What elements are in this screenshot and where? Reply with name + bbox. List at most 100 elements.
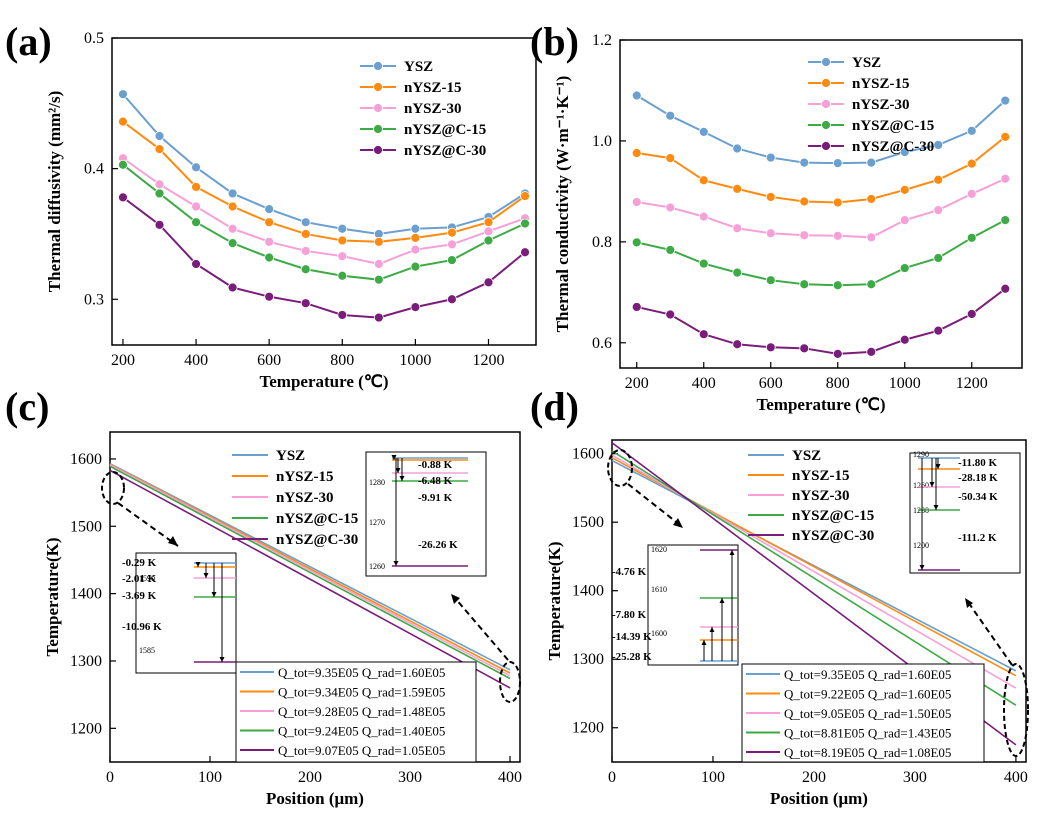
y-axis-label: Thermal diffusivity (mm²/s) xyxy=(45,91,64,293)
arrow-head xyxy=(399,476,405,481)
y-tick-label: 1600 xyxy=(572,446,604,463)
series-line-nYSZ@C-15 xyxy=(109,465,511,680)
inset-delta-label: -10.96 K xyxy=(122,621,162,633)
x-tick-label: 300 xyxy=(398,769,422,786)
annotation-text: Q_tot=9.34E05 Q_rad=1.59E05 xyxy=(278,685,445,700)
legend-marker xyxy=(373,103,383,113)
data-point xyxy=(154,188,165,199)
series-line-YSZ xyxy=(109,462,511,671)
arrow-head xyxy=(395,468,401,473)
zoom-ellipse-right xyxy=(1003,663,1029,757)
y-tick-label: 1500 xyxy=(572,514,604,531)
y-tick-label: 1500 xyxy=(70,518,102,535)
zoom-ellipse-left xyxy=(101,471,125,505)
data-point xyxy=(799,279,810,290)
data-point xyxy=(154,179,165,190)
x-axis-label: Temperature (℃) xyxy=(259,372,388,391)
annotation-text: Q_tot=9.05E05 Q_rad=1.50E05 xyxy=(784,706,951,721)
inset-tick-label: 1260 xyxy=(913,481,929,490)
data-point xyxy=(227,188,238,199)
annotation-text: Q_tot=9.22E05 Q_rad=1.60E05 xyxy=(784,687,951,702)
x-tick-label: 400 xyxy=(1004,769,1028,786)
series-line-nYSZ@C-30 xyxy=(109,469,511,689)
data-point xyxy=(732,267,743,278)
legend-label: nYSZ-15 xyxy=(404,80,462,96)
data-point xyxy=(966,125,977,136)
inset-frame xyxy=(647,544,739,666)
data-point xyxy=(732,339,743,350)
x-tick-label: 200 xyxy=(111,352,135,369)
inset-left: 1620 1610 1600 -25.28 K -14.39 K -7.80 K -4.76… xyxy=(612,544,739,666)
data-point xyxy=(483,226,494,237)
x-axis-label: Position (μm) xyxy=(266,789,364,808)
inset-delta-label: -4.76 K xyxy=(612,566,647,578)
data-point xyxy=(899,263,910,273)
data-point xyxy=(191,201,201,212)
arrow-head xyxy=(729,550,735,555)
inset-delta-label: -28.18 K xyxy=(958,472,998,484)
data-point xyxy=(832,348,843,359)
legend-label: nYSZ-30 xyxy=(852,97,910,113)
legend-marker xyxy=(821,141,831,151)
arrow-head xyxy=(673,518,683,528)
panel-c: (c) 0 100 200 300 400 1200 1300 1400 1500 1600 Posi… xyxy=(5,384,522,808)
panel-d: (d) 0 100 200 300 400 1200 1300 1400 1500 1600 Posi… xyxy=(530,384,1029,808)
legend-marker xyxy=(373,82,383,92)
data-point xyxy=(665,202,676,213)
data-point xyxy=(832,197,843,208)
data-point xyxy=(264,204,275,215)
x-tick-label: 200 xyxy=(625,375,649,392)
data-point xyxy=(483,235,494,246)
inset-tick-label: 1260 xyxy=(369,562,385,571)
data-point xyxy=(832,280,843,291)
inset-tick-label: 1590 xyxy=(139,574,155,583)
data-point xyxy=(520,247,530,258)
legend-marker xyxy=(821,57,831,67)
data-point xyxy=(1000,173,1011,184)
legend-marker xyxy=(373,61,383,71)
data-point xyxy=(966,309,977,319)
x-tick-label: 400 xyxy=(184,352,208,369)
inset-tick-label: 1585 xyxy=(139,646,155,655)
data-point xyxy=(410,244,421,255)
inset-delta-label: -9.91 K xyxy=(418,492,453,504)
legend-label: nYSZ@C-15 xyxy=(404,122,486,138)
data-point xyxy=(866,194,877,204)
inset-delta-label: -111.2 K xyxy=(958,532,997,544)
zoom-arrow xyxy=(117,502,179,547)
data-point xyxy=(337,270,348,281)
inset-delta-label: -14.39 K xyxy=(612,631,652,643)
inset-tick-label: 1600 xyxy=(651,629,667,638)
y-tick-label: 1300 xyxy=(70,653,102,670)
panel-label: (b) xyxy=(530,19,579,64)
x-tick-label: 400 xyxy=(692,375,716,392)
data-point xyxy=(483,217,494,228)
data-point xyxy=(732,223,743,234)
data-point xyxy=(966,232,977,243)
zoom-arrow xyxy=(454,597,509,661)
zoom-ellipse-left xyxy=(607,449,633,487)
data-point xyxy=(698,211,709,222)
y-tick-label: 1.2 xyxy=(592,32,612,49)
y-axis-label: Thermal conductivity (W·m⁻¹·K⁻¹) xyxy=(553,76,572,333)
x-axis-label: Temperature (℃) xyxy=(756,395,885,414)
data-point xyxy=(337,310,348,320)
y-tick-label: 0.3 xyxy=(84,291,104,308)
panel-label: (d) xyxy=(530,384,579,429)
data-point xyxy=(373,312,384,323)
data-point xyxy=(765,152,776,163)
legend-label: YSZ xyxy=(792,448,821,464)
inset-delta-label: -2.01 K xyxy=(122,573,157,585)
data-point xyxy=(899,147,910,157)
arrow-head xyxy=(929,482,935,487)
data-point xyxy=(300,217,311,228)
inset-delta-label: -0.88 K xyxy=(418,459,453,471)
x-tick-label: 800 xyxy=(826,375,850,392)
data-point xyxy=(665,309,676,320)
data-point xyxy=(191,259,201,269)
data-point xyxy=(300,246,311,256)
series-line-nYSZ@C-30 xyxy=(636,287,1006,355)
y-tick-label: 0.4 xyxy=(84,161,104,178)
series-line-nYSZ@C-15 xyxy=(636,219,1006,287)
annotation-text: Q_tot=9.35E05 Q_rad=1.60E05 xyxy=(784,667,951,682)
